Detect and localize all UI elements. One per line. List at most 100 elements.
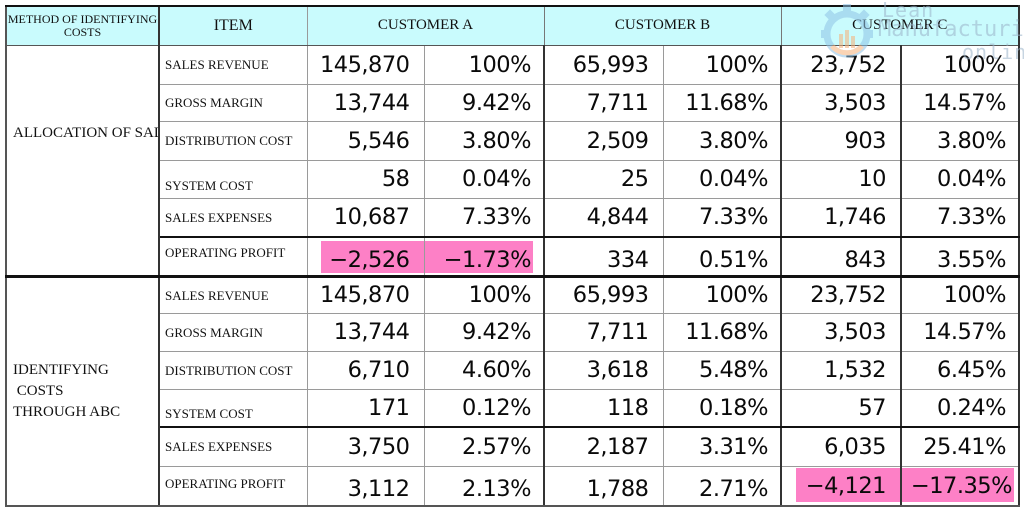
customer-c-value: 57 [780, 388, 902, 428]
customer-c-percent: 14.57% [900, 312, 1020, 352]
customer-a-value: 145,870 [306, 44, 425, 85]
customer-a-value: 13,744 [306, 312, 425, 352]
method-allocation-of-sales-criteria: ALLOCATION OF SALES CRITERIA [5, 44, 160, 278]
table-row: SYSTEM COST 58 0.04% 25 0.04% 10 0.04% [6, 159, 1020, 199]
customer-c-percent: 25.41% [900, 426, 1020, 467]
table-row: ALLOCATION OF SALES CRITERIA SALES REVEN… [5, 44, 1020, 278]
customer-a-percent: 2.57% [423, 426, 545, 467]
customer-c-value: 23,752 [780, 275, 902, 314]
customer-c-value: 3,503 [780, 83, 902, 122]
customer-a-percent: 9.42% [423, 83, 545, 122]
table-row: DISTRIBUTION COST 6,710 4.60% 3,618 5.48… [6, 350, 1020, 390]
customer-b-percent: 100% [662, 275, 782, 314]
customer-a-percent: 7.33% [423, 197, 545, 238]
customer-b-percent: 2.71% [662, 465, 782, 507]
customer-a-value: 6,710 [306, 350, 425, 390]
customer-c-percent: 3.55% [900, 236, 1020, 278]
customer-a-percent: 4.60% [423, 350, 545, 390]
table-row: DISTRIBUTION COST 5,546 3.80% 2,509 3.80… [6, 120, 1020, 161]
customer-a-value: 58 [306, 159, 425, 199]
item-label: SYSTEM COST [158, 388, 308, 428]
customer-b-percent: 0.04% [662, 159, 782, 199]
customer-b-value: 2,509 [543, 120, 664, 161]
customer-a-value: 5,546 [306, 120, 425, 161]
method-label: ALLOCATION OF SALES CRITERIA [13, 124, 157, 141]
item-label: OPERATING PROFIT [158, 236, 308, 278]
customer-b-percent: 7.33% [662, 197, 782, 238]
customer-c-percent: 0.04% [900, 159, 1020, 199]
customer-b-value: 3,618 [543, 350, 664, 390]
customer-c-percent: −17.35% [900, 465, 1020, 507]
method-label-line: THROUGH ABC [13, 403, 121, 420]
customer-b-value: 334 [543, 236, 664, 278]
method-label-line: COSTS [13, 382, 64, 399]
customer-b-percent: 100% [662, 44, 782, 85]
customer-c-header: CUSTOMER C [780, 5, 1020, 46]
customer-c-percent: 6.45% [900, 350, 1020, 390]
item-label: SALES EXPENSES [158, 426, 308, 467]
method-label-line: IDENTIFYING [13, 361, 109, 378]
item-label: SALES REVENUE [158, 275, 308, 314]
item-label: DISTRIBUTION COST [158, 120, 308, 161]
customer-b-value: 2,187 [543, 426, 664, 467]
customer-c-value: 843 [780, 236, 902, 278]
customer-c-percent: 0.24% [900, 388, 1020, 428]
customer-a-percent: 100% [423, 44, 545, 85]
customer-c-value: 1,532 [780, 350, 902, 390]
customer-c-percent: 3.80% [900, 120, 1020, 161]
customer-b-value: 25 [543, 159, 664, 199]
customer-a-value: 3,750 [306, 426, 425, 467]
table-row: OPERATING PROFIT 3,112 2.13% 1,788 2.71%… [6, 465, 1020, 507]
method-header: METHOD OF IDENTIFYING COSTS [5, 5, 160, 46]
customer-a-header: CUSTOMER A [306, 5, 545, 46]
customer-b-percent: 3.31% [662, 426, 782, 467]
customer-a-percent: −1.73% [423, 236, 545, 278]
customer-a-value: 13,744 [306, 83, 425, 122]
negative-highlight: −17.35% [902, 467, 1014, 502]
item-header: ITEM [158, 5, 308, 46]
customer-b-header: CUSTOMER B [543, 5, 782, 46]
customer-c-percent: 7.33% [900, 197, 1020, 238]
customer-b-percent: 3.80% [662, 120, 782, 161]
customer-a-percent: 9.42% [423, 312, 545, 352]
customer-a-percent: 3.80% [423, 120, 545, 161]
table-row: IDENTIFYING COSTS THROUGH ABC SALES REVE… [5, 275, 1020, 507]
customer-a-value: 171 [306, 388, 425, 428]
customer-c-value: 1,746 [780, 197, 902, 238]
header-row: METHOD OF IDENTIFYING COSTS ITEM CUSTOME… [5, 5, 1020, 46]
table-row: SALES EXPENSES 3,750 2.57% 2,187 3.31% 6… [6, 426, 1020, 467]
item-label: SALES REVENUE [158, 44, 308, 85]
table-row: SYSTEM COST 171 0.12% 118 0.18% 57 0.24% [6, 388, 1020, 428]
customer-c-value: 23,752 [780, 44, 902, 85]
customer-b-percent: 5.48% [662, 350, 782, 390]
customer-a-value: 10,687 [306, 197, 425, 238]
table-row: GROSS MARGIN 13,744 9.42% 7,711 11.68% 3… [6, 312, 1020, 352]
item-label: SYSTEM COST [158, 159, 308, 199]
table-row: OPERATING PROFIT −2,526 −1.73% 334 0.51%… [6, 236, 1020, 278]
table-row: GROSS MARGIN 13,744 9.42% 7,711 11.68% 3… [6, 83, 1020, 122]
customer-a-percent: 100% [423, 275, 545, 314]
customer-a-value: 145,870 [306, 275, 425, 314]
item-label: OPERATING PROFIT [158, 465, 308, 507]
customer-c-value: 903 [780, 120, 902, 161]
customer-a-percent: 0.04% [423, 159, 545, 199]
method-label: IDENTIFYING COSTS THROUGH ABC [13, 278, 157, 423]
customer-b-percent: 11.68% [662, 83, 782, 122]
customer-c-value: 3,503 [780, 312, 902, 352]
customer-b-value: 7,711 [543, 312, 664, 352]
customer-c-value: 10 [780, 159, 902, 199]
customer-a-percent: 0.12% [423, 388, 545, 428]
customer-b-value: 4,844 [543, 197, 664, 238]
negative-highlight: −4,121 [796, 467, 899, 502]
customer-c-percent: 100% [900, 275, 1020, 314]
customer-a-percent: 2.13% [423, 465, 545, 507]
customer-b-value: 118 [543, 388, 664, 428]
customer-a-value: 3,112 [306, 465, 425, 507]
cost-comparison-table: METHOD OF IDENTIFYING COSTS ITEM CUSTOME… [5, 5, 1020, 507]
negative-highlight: −2,526 [320, 241, 423, 273]
negative-highlight: −1.73% [425, 241, 533, 273]
customer-b-value: 65,993 [543, 44, 664, 85]
customer-b-value: 7,711 [543, 83, 664, 122]
method-identifying-costs-through-abc: IDENTIFYING COSTS THROUGH ABC [5, 275, 160, 507]
item-label: GROSS MARGIN [158, 312, 308, 352]
